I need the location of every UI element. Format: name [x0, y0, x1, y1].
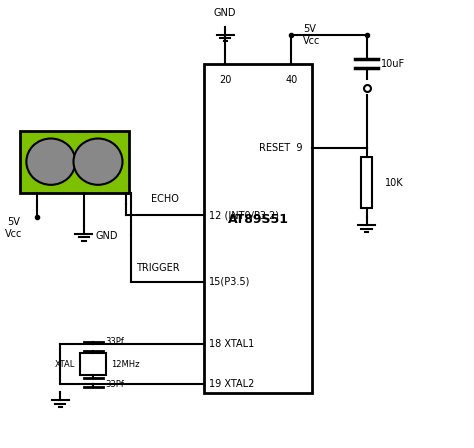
Text: GND: GND: [96, 231, 118, 241]
Text: AT89S51: AT89S51: [228, 213, 289, 226]
Text: 5V
Vcc: 5V Vcc: [4, 217, 22, 239]
Text: 12MHz: 12MHz: [111, 360, 139, 369]
Text: 15(P3.5): 15(P3.5): [209, 277, 250, 287]
Text: 12 (INT0/P3.2): 12 (INT0/P3.2): [209, 210, 279, 220]
Text: 10uF: 10uF: [381, 59, 405, 69]
Text: 5V
Vcc: 5V Vcc: [303, 24, 320, 46]
Text: 20: 20: [219, 75, 231, 85]
Text: XTAL: XTAL: [55, 360, 76, 369]
Circle shape: [27, 138, 75, 185]
Circle shape: [73, 138, 122, 185]
Text: 33Pf: 33Pf: [105, 337, 124, 346]
Text: TRIGGER: TRIGGER: [136, 263, 180, 273]
Text: 18 XTAL1: 18 XTAL1: [209, 339, 254, 349]
Bar: [204, 64, 312, 393]
Text: GND: GND: [214, 8, 237, 18]
Text: 19 XTAL2: 19 XTAL2: [209, 379, 254, 389]
Text: ECHO: ECHO: [151, 194, 179, 204]
Bar: [80, 353, 106, 375]
Text: 10K: 10K: [385, 178, 404, 188]
Text: 33Pf: 33Pf: [105, 380, 124, 389]
Bar: [361, 157, 373, 208]
Text: RESET  9: RESET 9: [259, 143, 303, 153]
Bar: [20, 130, 128, 193]
Text: 40: 40: [285, 75, 297, 85]
